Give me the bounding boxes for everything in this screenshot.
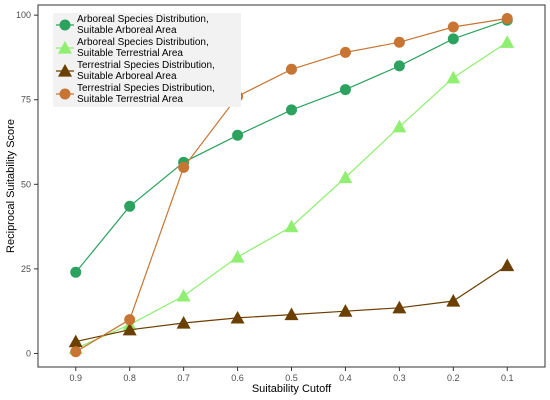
data-point [176,288,191,302]
data-point [446,294,461,307]
legend-key [56,64,74,77]
legend-key [56,19,74,31]
x-tick-label: 0.1 [501,373,514,383]
legend-key [56,88,74,100]
legend-key-marker [59,88,71,100]
legend-key [56,41,74,54]
data-point [176,316,191,329]
legend-key-marker [58,64,72,77]
data-point [232,129,244,141]
data-point [68,334,83,348]
data-point [70,266,82,278]
data-point [230,250,245,263]
legend-label-line: Arboreal Species Distribution, [77,37,209,48]
x-tick-label: 0.3 [393,373,406,383]
y-axis-title: Reciprocal Suitability Score [5,119,17,253]
x-tick-label: 0.9 [69,373,82,383]
y-tick-label: 0 [26,348,31,358]
x-tick-label: 0.7 [177,373,190,383]
legend-label-line: Suitable Arboreal Area [77,25,177,36]
data-point [122,322,137,336]
legend-label: Terrestrial Species Distribution, Suitabl… [77,60,215,82]
legend-label-line: Terrestrial Species Distribution, [77,83,215,94]
legend-background [53,13,241,107]
data-point [286,63,297,75]
data-point [178,161,190,173]
legend: Arboreal Species Distribution, Suitable A… [53,13,241,107]
series-3 [68,258,515,348]
legend-label: Arboreal Species Distribution, Suitable A… [77,14,209,36]
legend-label-line: Terrestrial Species Distribution, [77,60,215,71]
data-point [339,46,351,58]
data-point [500,258,515,272]
legend-label-line: Suitable Terrestrial Area [77,94,183,105]
y-axis: 0 25 50 75 100 [16,10,38,358]
legend-label-line: Suitable Terrestrial Area [77,48,183,59]
data-point [500,35,515,48]
x-tick-label: 0.6 [231,373,244,383]
legend-key-marker [58,41,72,54]
series-layer [68,13,515,358]
x-axis-title: Suitability Cutoff [252,383,332,395]
data-point [446,70,461,84]
data-point [501,13,513,25]
data-point [338,304,353,317]
data-point [393,36,405,48]
data-point [70,346,82,358]
x-tick-label: 0.2 [447,373,460,383]
data-point [447,33,459,45]
x-axis: 0.9 0.8 0.7 0.6 0.5 0.4 0.3 0.2 0.1 [69,367,514,383]
data-point [284,307,299,321]
data-point [124,200,136,212]
data-point [392,300,407,314]
data-point [124,314,136,326]
x-tick-label: 0.5 [285,373,298,383]
data-point [392,119,407,133]
x-tick-label: 0.4 [339,373,352,383]
data-point [284,219,299,233]
data-point [393,60,405,72]
x-tick-label: 0.8 [123,373,136,383]
data-point [447,21,459,33]
data-point [230,310,245,324]
legend-key-marker [59,19,71,31]
legend-label: Arboreal Species Distribution, Suitable T… [77,37,209,59]
data-point [339,84,351,96]
y-tick-label: 75 [21,95,31,105]
legend-label: Terrestrial Species Distribution, Suitabl… [77,83,215,105]
y-tick-label: 100 [16,10,31,20]
legend-label-line: Suitable Arboreal Area [77,71,177,82]
data-point [286,104,297,116]
y-tick-label: 25 [21,264,31,274]
data-point [338,170,353,184]
legend-label-line: Arboreal Species Distribution, [77,14,209,25]
y-tick-label: 50 [21,179,31,189]
